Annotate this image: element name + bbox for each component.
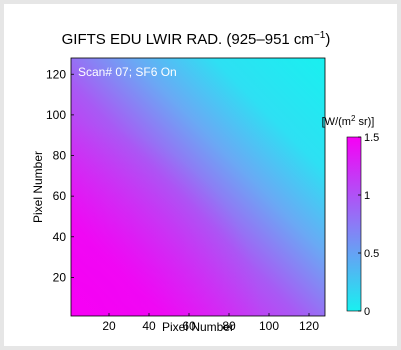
y-tick-label: 120 [46, 67, 66, 81]
scan-annotation: Scan# 07; SF6 On [78, 65, 177, 79]
plot-border [70, 57, 326, 317]
colorbar-label-superscript: 2 [351, 114, 356, 123]
x-tick-label: 120 [299, 319, 319, 333]
x-tick-label: 100 [259, 319, 279, 333]
colorbar: [W/(m2 sr)] 1.5 1 0.5 0 [322, 114, 380, 318]
chart-title: GIFTS EDU LWIR RAD. (925–951 cm−1) [62, 30, 331, 48]
colorbar-label-pre: [W/(m [322, 116, 351, 128]
colorbar-tick-label: 1 [364, 190, 370, 202]
colorbar-tick-label: 0.5 [364, 248, 379, 260]
colorbar-label-post: sr)] [355, 116, 374, 128]
x-tick-label: 80 [222, 319, 236, 333]
x-axis: 20 40 60 80 100 120 [102, 313, 319, 333]
chart-title-superscript: −1 [314, 30, 326, 41]
x-tick-label: 40 [142, 319, 156, 333]
plot-area: Scan# 07; SF6 On [70, 57, 326, 317]
y-tick-label: 100 [46, 108, 66, 122]
y-tick-label: 80 [53, 149, 67, 163]
heatmap-field-overlay [71, 58, 325, 316]
y-axis: 20 40 60 80 100 120 [46, 67, 74, 284]
y-tick-label: 40 [53, 230, 67, 244]
y-tick-label: 60 [53, 189, 67, 203]
chart-title-main: GIFTS EDU LWIR RAD. (925–951 cm [62, 31, 314, 48]
colorbar-label: [W/(m2 sr)] [322, 114, 375, 128]
colorbar-tick-label: 1.5 [364, 132, 379, 144]
x-tick-label: 20 [102, 319, 116, 333]
colorbar-gradient [346, 136, 362, 312]
colorbar-tick-label: 0 [364, 306, 370, 318]
chart-title-tail: ) [325, 31, 330, 48]
y-tick-label: 20 [53, 270, 67, 284]
colorbar-ticks: 1.5 1 0.5 0 [358, 132, 379, 318]
y-axis-label: Pixel Number [31, 151, 45, 223]
x-axis-label: Pixel Number [162, 320, 234, 334]
x-tick-label: 60 [182, 319, 196, 333]
